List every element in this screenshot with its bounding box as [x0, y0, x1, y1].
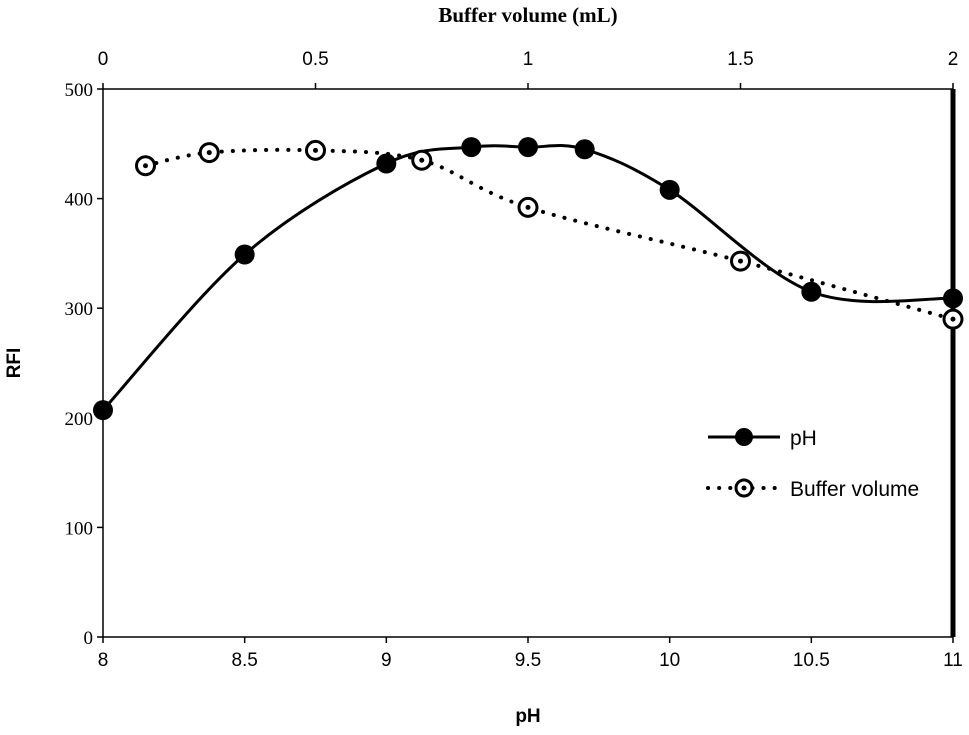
legend-buffer-marker-dot	[741, 485, 747, 491]
top-tick-label: 2	[948, 49, 959, 70]
buffer-volume-point-dot	[738, 258, 743, 264]
buffer-volume-point-dot	[419, 157, 425, 163]
ph-point	[234, 244, 255, 265]
ph-point	[518, 137, 538, 158]
y-tick-label: 0	[84, 628, 94, 649]
buffer-volume-point-dot	[143, 163, 148, 169]
top-tick-label: 0	[98, 49, 109, 70]
ph-point	[574, 139, 595, 160]
ph-point	[461, 137, 482, 158]
buffer-volume-point-dot	[206, 150, 212, 156]
y-tick-label: 100	[65, 518, 94, 539]
x-tick-label: 8	[98, 650, 109, 671]
plot-frame	[102, 88, 956, 638]
y-tick-label: 200	[65, 409, 94, 430]
ph-line	[101, 144, 954, 412]
series-ph	[93, 137, 963, 421]
ph-point	[659, 179, 680, 200]
top-tick-label: 1.5	[727, 49, 753, 70]
top-tick-label: 1	[523, 49, 534, 70]
legend-ph-marker	[735, 428, 753, 446]
x-tick-label: 11	[943, 650, 963, 671]
x-tick-label: 10	[659, 650, 680, 671]
buffer-volume-point-dot	[313, 147, 318, 153]
x-tick-label: 9.5	[515, 650, 541, 671]
x-tick-label: 9	[381, 650, 392, 671]
ph-point	[943, 288, 963, 309]
y-axis-label: RFI	[4, 348, 25, 379]
buffer-volume-line	[143, 147, 955, 322]
top-tick-label: 0.5	[302, 49, 328, 70]
y-tick-label: 500	[65, 80, 94, 101]
buffer-volume-point-dot	[525, 204, 531, 210]
series-buffer-volume	[135, 139, 964, 330]
top-axis-label: Buffer volume (mL)	[438, 3, 617, 27]
legend-ph-label: pH	[790, 427, 817, 450]
ph-point	[93, 400, 113, 421]
ph-point	[376, 153, 397, 174]
x-tick-label: 10.5	[793, 650, 830, 671]
buffer-volume-point-dot	[950, 316, 956, 322]
y-tick-label: 300	[65, 299, 94, 320]
x-axis-label: pH	[515, 706, 540, 727]
legend: pH Buffer volume	[706, 427, 919, 501]
legend-buffer-label: Buffer volume	[790, 478, 919, 501]
ph-point	[801, 281, 822, 302]
x-tick-label: 8.5	[231, 650, 257, 671]
y-tick-label: 400	[65, 190, 94, 211]
